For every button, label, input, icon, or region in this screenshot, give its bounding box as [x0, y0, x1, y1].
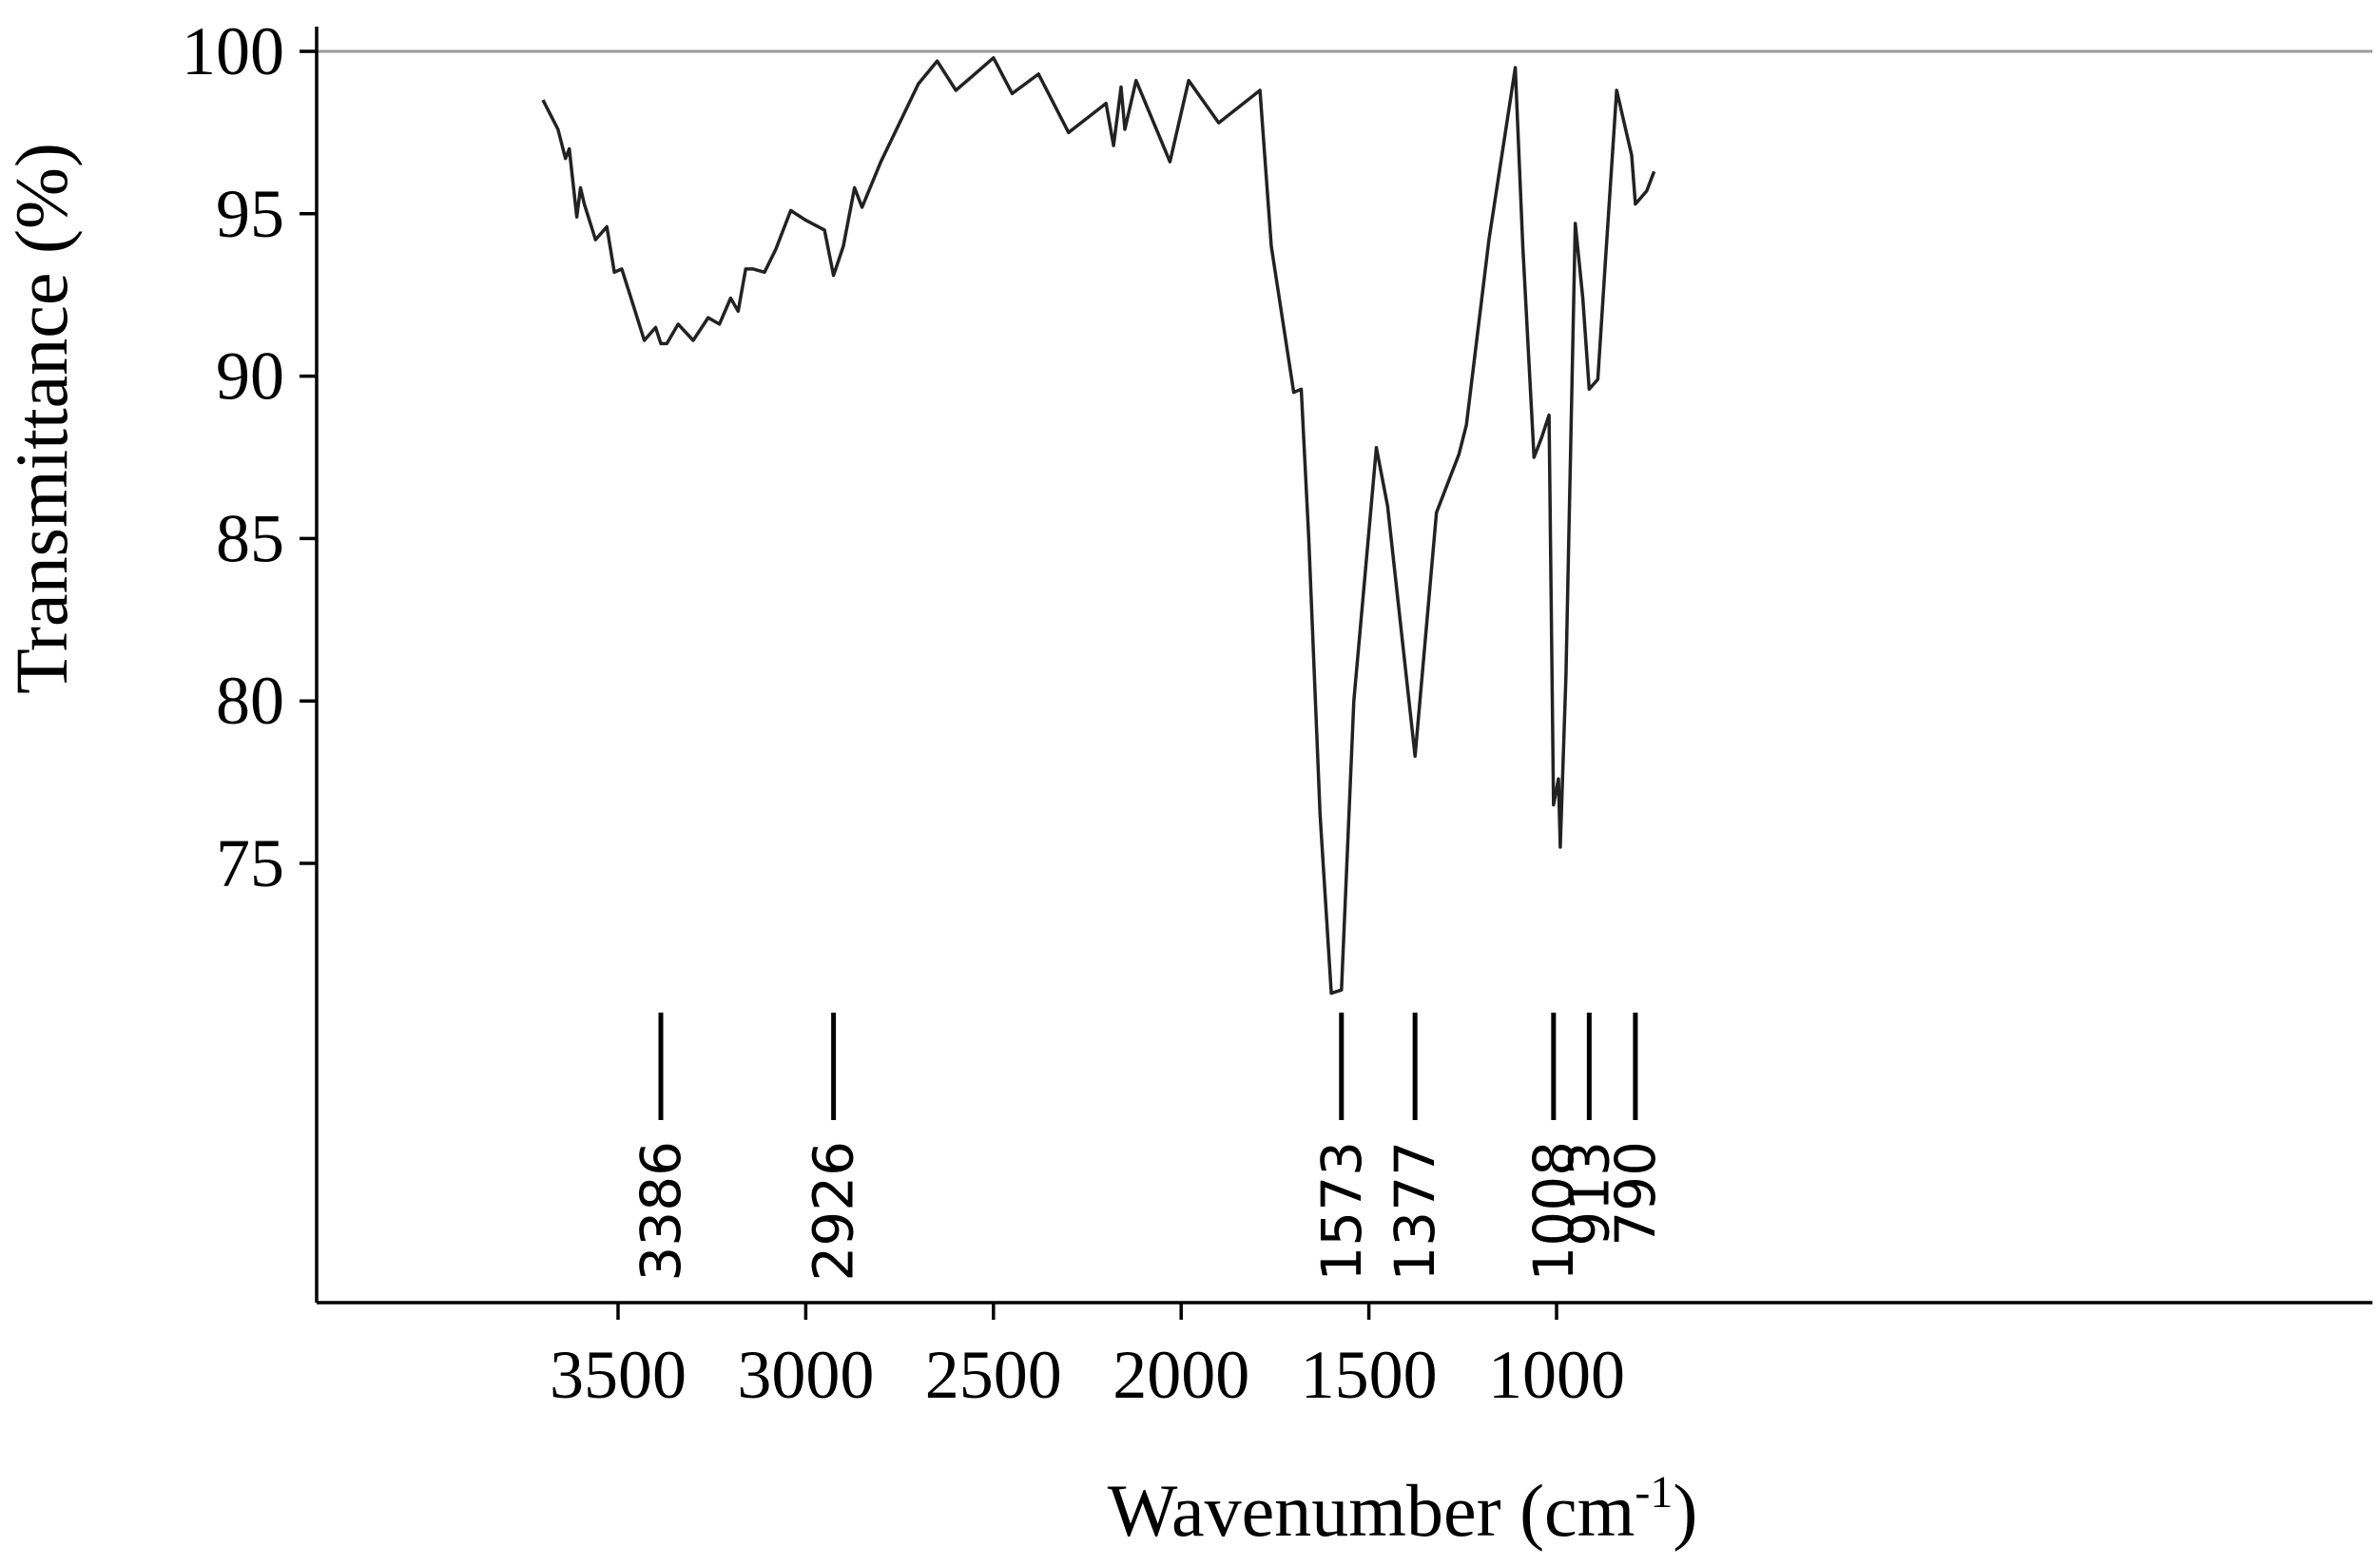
- y-tick-label-80: 80: [216, 663, 284, 739]
- peak-label-1377: 1377: [1383, 1141, 1447, 1282]
- spectrum-line-0: [541, 56, 1656, 996]
- y-ticks: 75 80 85 90 95 100: [182, 13, 317, 901]
- peak-label-2926: 2926: [802, 1141, 866, 1282]
- y-tick-label-95: 95: [216, 176, 284, 252]
- peak-label-1573: 1573: [1309, 1141, 1374, 1282]
- peak-label-1008: 1008: [1521, 1141, 1586, 1282]
- x-ticks: 3500 3000 2500 2000 1500 1000: [550, 1303, 1625, 1413]
- x-axis-title-main: Wavenumber (cm: [1108, 1469, 1635, 1552]
- x-tick-label-1500: 1500: [1301, 1337, 1438, 1413]
- peak-label-790: 790: [1603, 1141, 1668, 1247]
- peak-label-3386: 3386: [629, 1141, 693, 1282]
- x-axis-title-close: ): [1673, 1469, 1697, 1552]
- axes: [315, 27, 2372, 1305]
- peak-label-913: 913: [1557, 1141, 1621, 1247]
- y-tick-label-100: 100: [182, 13, 284, 89]
- plot-area: [317, 49, 2372, 996]
- x-tick-label-3500: 3500: [550, 1337, 687, 1413]
- x-tick-label-3000: 3000: [737, 1337, 874, 1413]
- x-axis-title-superscript: -1: [1635, 1467, 1673, 1518]
- x-tick-label-2000: 2000: [1113, 1337, 1249, 1413]
- y-axis-title: Transmittance (%): [0, 143, 83, 694]
- x-tick-label-2500: 2500: [925, 1337, 1062, 1413]
- y-tick-label-85: 85: [216, 500, 284, 576]
- y-tick-label-75: 75: [216, 825, 284, 901]
- y-tick-label-90: 90: [216, 338, 284, 415]
- x-tick-label-1000: 1000: [1488, 1337, 1625, 1413]
- x-axis-title: Wavenumber (cm-1): [1108, 1467, 1698, 1552]
